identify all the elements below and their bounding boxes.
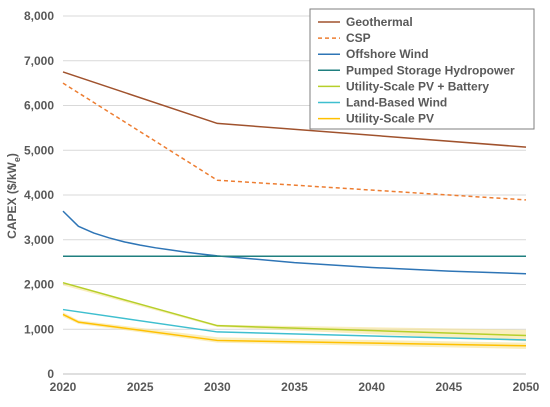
y-tick-label: 0 [47,367,54,381]
series-line-geothermal [62,71,527,148]
y-tick-label: 7,000 [24,54,54,68]
legend-label: Land-Based Wind [346,96,447,110]
x-tick-label: 2030 [204,380,231,394]
y-tick-label: 4,000 [24,188,54,202]
y-tick-label: 8,000 [24,9,54,23]
y-tick-label: 6,000 [24,99,54,113]
series-line-land-based-wind [62,308,527,341]
y-axis-title-main: CAPEX ($/kW [5,161,19,238]
x-tick-label: 2025 [127,380,154,394]
series-lines [62,71,527,347]
x-tick-label: 2020 [50,380,77,394]
legend-label: Offshore Wind [346,47,429,61]
x-tick-label: 2040 [358,380,385,394]
y-tick-label: 2,000 [24,278,54,292]
y-axis-ticks: 0 1,000 2,000 3,000 4,000 5,000 6,000 7,000 8,00… [24,9,54,381]
legend-label: Utility-Scale PV + Battery [346,79,489,93]
y-axis-title-tail: ) [5,153,19,157]
legend-label: Utility-Scale PV [346,112,434,126]
legend-label: Geothermal [346,15,413,29]
series-line-utility-scale-pv [62,313,527,347]
series-line-offshore-wind [62,210,527,275]
x-tick-label: 2045 [435,380,462,394]
legend-box [309,8,535,130]
uncertainty-band-0 [63,282,526,342]
y-axis-title: CAPEX ($/kWe) [5,153,22,239]
y-tick-label: 1,000 [24,322,54,336]
legend: Geothermal CSP Offshore Wind Pumped Storage… [309,8,535,130]
x-tick-label: 2035 [281,380,308,394]
y-axis-title-subscript: e [12,157,22,162]
legend-label: Pumped Storage Hydropower [346,63,515,77]
y-tick-label: 3,000 [24,233,54,247]
x-axis-ticks: 2020 2025 2030 2035 2040 2045 2050 [50,380,540,394]
series-line-csp [62,82,527,201]
legend-label: CSP [346,31,371,45]
x-tick-label: 2050 [513,380,540,394]
series-line-utility-scale-pv-battery [62,281,527,337]
y-tick-label: 5,000 [24,143,54,157]
